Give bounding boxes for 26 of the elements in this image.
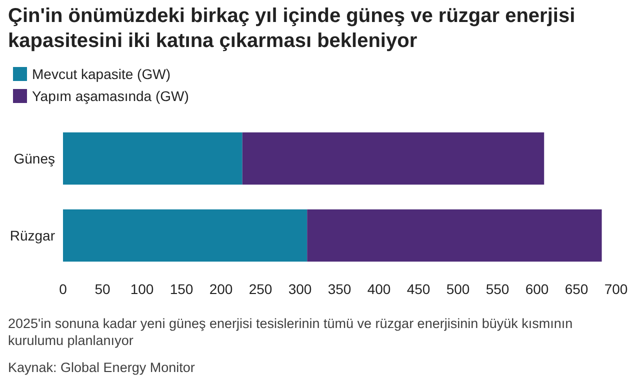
bar [63, 132, 242, 185]
x-tick-label: 250 [248, 281, 272, 297]
x-tick-label: 50 [94, 281, 110, 297]
bar [307, 209, 602, 262]
x-tick-label: 350 [328, 281, 352, 297]
text: 2025'in sonuna kadar yeni güneş enerjisi tesislerinin tümü ve rüzgar enerjisinin büyük kısmının kurulumu planlanıyor [8, 315, 574, 349]
x-tick-label: 450 [406, 281, 430, 297]
legend-label: Mevcut kapasite (GW) [32, 66, 170, 82]
x-tick-label: 650 [564, 281, 588, 297]
legend-label: Yapım aşamasında (GW) [32, 88, 189, 104]
x-tick-label: 300 [288, 281, 312, 297]
x-tick-label: 0 [59, 281, 68, 297]
x-tick-label: 200 [209, 281, 233, 297]
x-tick-label: 400 [367, 281, 391, 297]
x-tick-label: 700 [604, 281, 628, 297]
chart-title: Çin'in önümüzdeki birkaç yıl içinde güneş ve rüzgar enerjisi kapasitesini iki katına çıkarması bekleniyor [8, 4, 576, 54]
x-tick-label: 100 [130, 281, 154, 297]
y-tick-label: Rüzgar [10, 228, 56, 244]
x-tick-label: 500 [446, 281, 470, 297]
bar [242, 132, 544, 185]
x-tick-label: 550 [486, 281, 510, 297]
x-tick-label: 150 [170, 281, 194, 297]
x-tick-label: 600 [525, 281, 549, 297]
text: Kaynak: Global Energy Monitor [8, 359, 196, 376]
y-tick-label: Güneş [14, 150, 55, 166]
bar [63, 209, 308, 262]
